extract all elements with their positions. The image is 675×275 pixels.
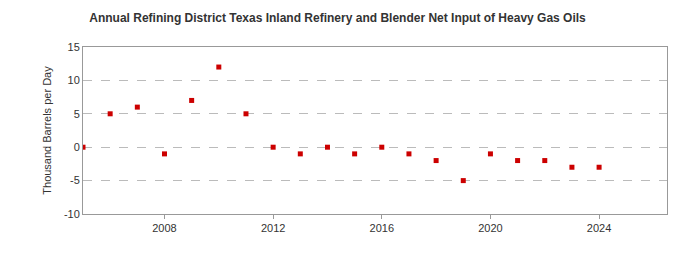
svg-text:2008: 2008	[152, 222, 176, 234]
svg-text:-5: -5	[70, 174, 80, 186]
svg-text:Annual Refining District Texas: Annual Refining District Texas Inland Re…	[89, 11, 586, 25]
svg-text:15: 15	[68, 41, 80, 53]
svg-text:Source: U.S. Energy Informatio: Source: U.S. Energy Information Administ…	[18, 274, 207, 275]
svg-text:10: 10	[68, 74, 80, 86]
svg-text:2020: 2020	[478, 222, 502, 234]
svg-text:2024: 2024	[587, 222, 611, 234]
svg-text:5: 5	[74, 108, 80, 120]
svg-text:2012: 2012	[261, 222, 285, 234]
svg-text:2016: 2016	[370, 222, 394, 234]
svg-text:Thousand Barrels per Day: Thousand Barrels per Day	[41, 66, 53, 195]
svg-text:0: 0	[74, 141, 80, 153]
svg-text:-10: -10	[64, 208, 80, 220]
